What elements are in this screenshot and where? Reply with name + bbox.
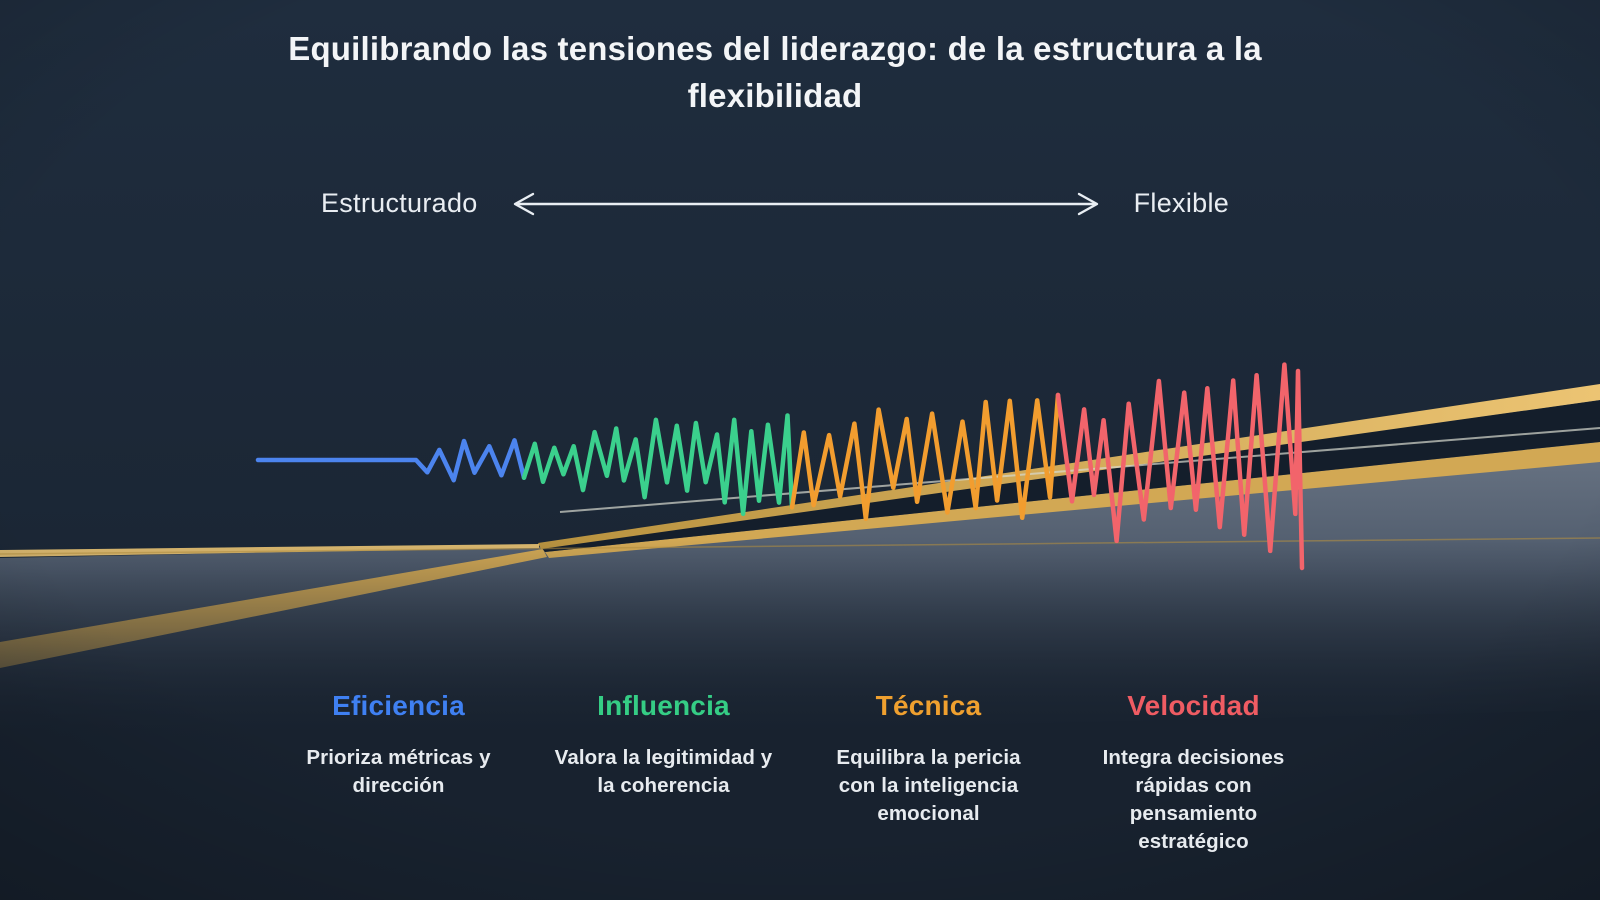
category-description: Equilibra la pericia con la inteligencia… [836,746,1021,825]
category-label: Técnica [875,690,982,721]
category-tecnica: Técnica Equilibra la pericia con la inte… [796,690,1061,856]
category-description: Valora la legitimidad y la coherencia [554,746,773,797]
category-row: Eficiencia Prioriza métricas y dirección… [266,690,1326,856]
title-line-2: flexibilidad [687,76,863,114]
category-label: Eficiencia [332,690,465,721]
page-title: Equilibrando las tensiones del liderazgo… [200,26,1350,120]
title-line-1: Equilibrando las tensiones del liderazgo… [288,30,1262,67]
category-label: Influencia [597,690,730,721]
spectrum-right-label: Flexible [1133,188,1230,218]
category-eficiencia: Eficiencia Prioriza métricas y dirección [266,690,531,856]
double-arrow-icon [513,192,1098,215]
category-influencia: Influencia Valora la legitimidad y la co… [531,690,796,856]
category-velocidad: Velocidad Integra decisiones rápidas con… [1061,690,1326,856]
category-description: Prioriza métricas y dirección [306,746,491,797]
category-label: Velocidad [1127,690,1260,721]
spectrum-axis: Estructurado Flexible [200,188,1350,219]
category-description: Integra decisiones rápidas con pensamien… [1102,746,1285,853]
spectrum-left-label: Estructurado [320,188,478,218]
